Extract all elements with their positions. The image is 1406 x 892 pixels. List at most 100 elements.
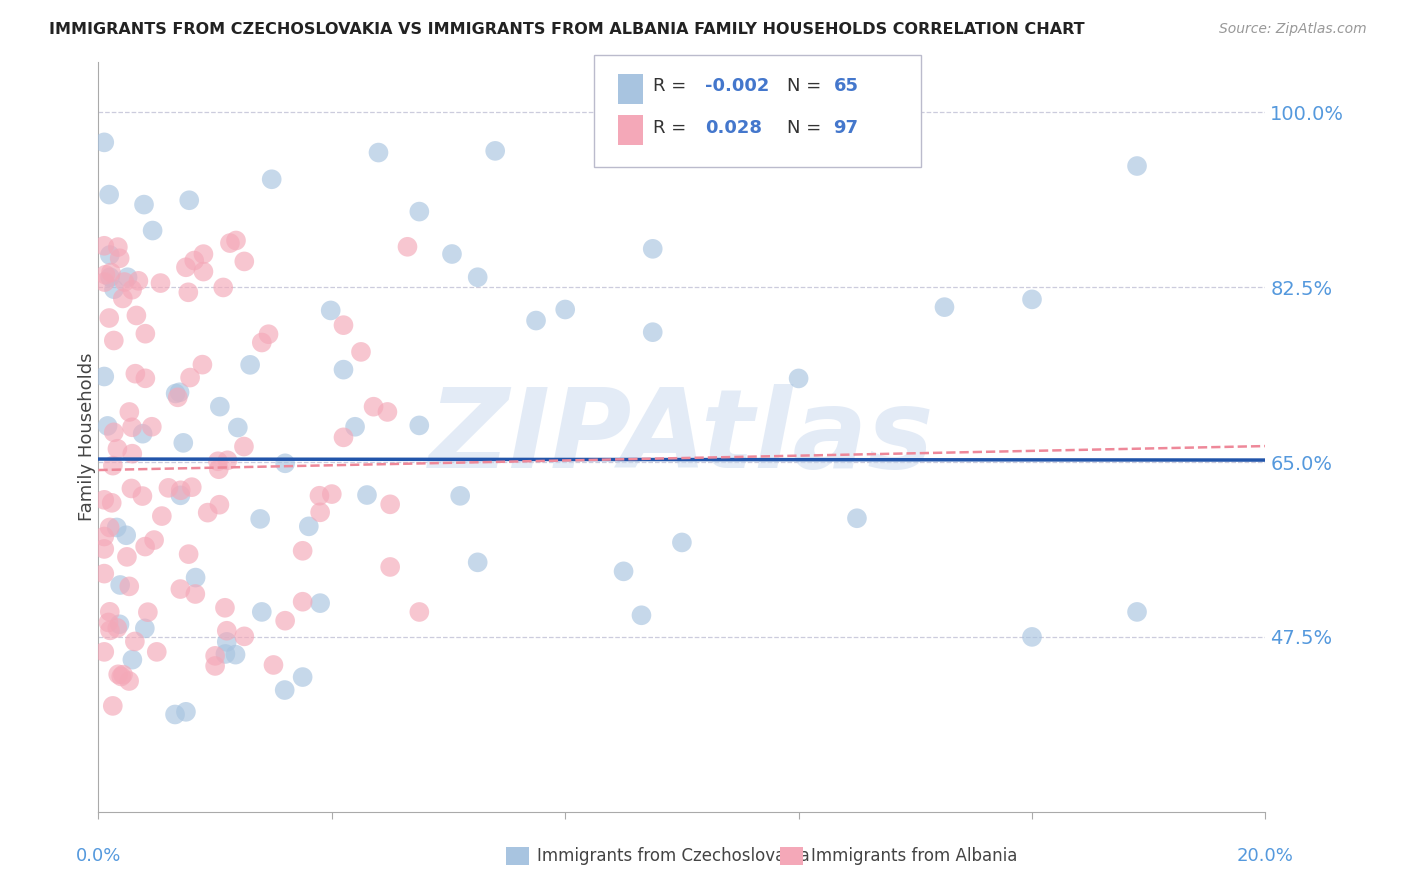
Point [440,247,463,261]
Point [233,440,256,454]
Point [291,670,314,684]
Point [105,621,128,635]
Point [233,629,256,643]
Text: 20.0%: 20.0% [1237,847,1294,864]
Point [163,707,186,722]
Point [93,645,115,659]
Point [98,624,121,638]
Point [309,596,332,610]
Point [117,270,139,285]
Point [1126,159,1149,173]
Point [377,405,399,419]
Point [134,371,156,385]
Point [298,519,321,533]
Point [111,667,134,681]
Point [250,335,273,350]
Point [193,264,215,278]
Point [150,509,173,524]
Point [125,309,148,323]
Point [131,426,153,441]
Point [184,571,207,585]
Point [367,145,389,160]
Y-axis label: Family Households: Family Households [79,353,96,521]
Point [260,172,283,186]
Point [110,669,132,683]
Text: -0.002: -0.002 [706,78,769,95]
Point [641,325,664,339]
Point [321,487,343,501]
Point [467,270,489,285]
Point [612,565,634,579]
Point [97,418,120,433]
Point [105,520,128,534]
Point [308,489,330,503]
Text: Immigrants from Czechoslovakia: Immigrants from Czechoslovakia [537,847,810,865]
Point [93,136,115,150]
Text: N =: N = [787,120,827,137]
Point [124,367,146,381]
Point [332,430,354,444]
Point [165,386,187,401]
Point [134,621,156,635]
Point [183,253,205,268]
Point [146,645,169,659]
Point [169,582,191,596]
Text: R =: R = [652,78,692,95]
Point [115,549,138,564]
Point [249,512,271,526]
Text: 0.028: 0.028 [706,120,762,137]
Point [524,313,547,327]
Point [118,405,141,419]
Point [124,634,146,648]
Point [225,648,247,662]
Point [93,492,115,507]
Point [98,605,121,619]
Point [291,543,314,558]
Point [111,292,134,306]
Point [94,268,117,282]
Point [179,370,201,384]
Point [169,488,191,502]
Point [274,614,297,628]
Point [257,327,280,342]
Point [197,506,219,520]
Point [127,274,149,288]
Point [93,566,115,581]
Point [184,587,207,601]
Point [179,193,201,207]
Point [204,659,226,673]
Point [121,420,143,434]
Point [108,617,131,632]
Point [191,358,214,372]
Text: 0.0%: 0.0% [76,847,121,864]
Point [408,605,430,619]
Point [134,540,156,554]
Point [204,648,226,663]
Point [1021,293,1043,307]
Point [219,236,242,251]
Point [344,419,367,434]
Point [100,265,122,279]
Point [630,608,652,623]
Point [215,635,238,649]
Point [356,488,378,502]
Point [166,390,188,404]
Point [103,282,125,296]
Point [193,247,215,261]
Point [121,447,143,461]
Bar [617,115,644,145]
Point [934,300,956,314]
Point [174,705,197,719]
Point [1021,630,1043,644]
Point [108,252,131,266]
Point [141,419,163,434]
Text: ZIPAtlas: ZIPAtlas [429,384,935,491]
Text: R =: R = [652,120,692,137]
Point [103,425,125,440]
Point [1126,605,1149,619]
Point [273,683,295,698]
Text: Immigrants from Albania: Immigrants from Albania [811,847,1018,865]
Point [291,595,314,609]
Point [214,600,236,615]
Point [100,496,122,510]
